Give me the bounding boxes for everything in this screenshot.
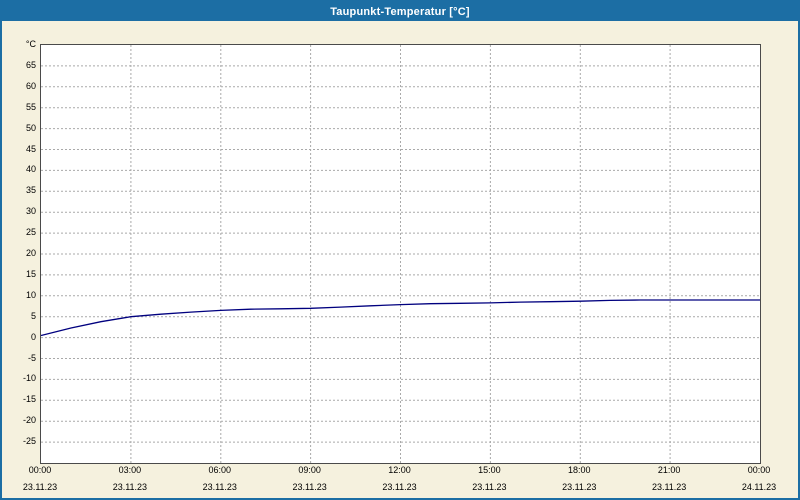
x-tick-date-label: 23.11.23 xyxy=(112,482,148,492)
y-tick-label: 0 xyxy=(30,331,36,342)
x-tick-time-label: 18:00 xyxy=(567,465,591,475)
line-chart-svg xyxy=(41,45,760,463)
y-tick-label: -5 xyxy=(27,352,36,363)
x-tick-time-label: 06:00 xyxy=(208,465,232,475)
x-tick-time-label: 03:00 xyxy=(118,465,142,475)
y-tick-label: 60 xyxy=(25,80,36,91)
x-tick-date-label: 23.11.23 xyxy=(202,482,237,492)
y-tick-label: -20 xyxy=(22,415,36,426)
y-tick-label: 30 xyxy=(25,206,36,217)
x-tick-time-label: 00:00 xyxy=(28,465,52,475)
y-tick-label: 10 xyxy=(25,289,36,300)
x-tick-time-label: 00:00 xyxy=(747,465,771,475)
x-tick-time-label: 15:00 xyxy=(478,465,501,475)
x-tick-date-label: 24.11.23 xyxy=(741,482,777,492)
x-tick-date-label: 23.11.23 xyxy=(292,482,327,492)
x-tick-time-label: 09:00 xyxy=(298,465,321,475)
y-tick-label: 40 xyxy=(25,164,36,175)
y-tick-label: 25 xyxy=(25,227,36,238)
y-tick-label: 15 xyxy=(25,268,36,279)
x-tick-time-label: 12:00 xyxy=(388,465,411,475)
x-tick-date-label: 23.11.23 xyxy=(472,482,507,492)
y-tick-label: -15 xyxy=(22,394,36,405)
x-tick-date-label: 23.11.23 xyxy=(562,482,597,492)
y-tick-label: 35 xyxy=(25,185,36,196)
y-tick-label: 20 xyxy=(25,248,36,258)
y-tick-label: 45 xyxy=(25,143,36,154)
x-tick-date-label: 23.11.23 xyxy=(382,482,417,492)
y-axis-unit-label: °C xyxy=(25,39,36,49)
x-tick-time-label: 21:00 xyxy=(657,465,681,475)
y-tick-label: 55 xyxy=(25,101,36,112)
x-tick-date-label: 23.11.23 xyxy=(22,482,58,492)
window-title: Taupunkt-Temperatur [°C] xyxy=(330,5,470,18)
y-tick-label: 50 xyxy=(25,122,36,133)
y-tick-label: -25 xyxy=(22,436,36,447)
plot-area xyxy=(40,44,761,464)
window-titlebar: Taupunkt-Temperatur [°C] xyxy=(2,2,798,21)
x-tick-date-label: 23.11.23 xyxy=(651,482,687,492)
y-tick-label: 65 xyxy=(25,59,36,70)
y-tick-label: 5 xyxy=(30,310,36,321)
y-tick-label: -10 xyxy=(22,373,36,384)
